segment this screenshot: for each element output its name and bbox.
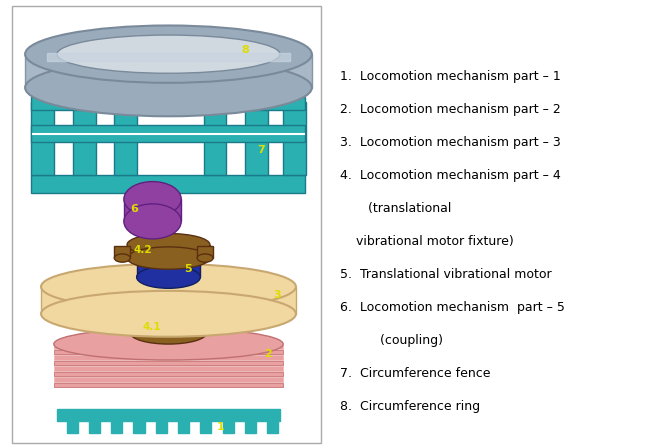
Ellipse shape: [25, 59, 312, 116]
Ellipse shape: [130, 322, 207, 344]
Text: 5.  Translational vibrational motor: 5. Translational vibrational motor: [340, 268, 552, 281]
Text: 3: 3: [273, 290, 281, 300]
Bar: [57, 409, 280, 421]
Bar: [245, 102, 268, 175]
Text: (translational: (translational: [340, 202, 452, 215]
Text: (coupling): (coupling): [340, 334, 443, 347]
Text: 5: 5: [185, 264, 192, 274]
Bar: [124, 199, 181, 221]
Ellipse shape: [137, 248, 200, 271]
Bar: [283, 102, 306, 175]
Bar: [54, 361, 283, 365]
Text: 6: 6: [130, 204, 138, 214]
Bar: [25, 54, 312, 87]
Text: 1: 1: [216, 422, 224, 432]
Text: 4.  Locomotion mechanism part – 4: 4. Locomotion mechanism part – 4: [340, 169, 561, 182]
Bar: [156, 418, 167, 433]
Text: 7: 7: [258, 145, 266, 155]
Bar: [200, 418, 211, 433]
Text: 2: 2: [264, 349, 272, 359]
Ellipse shape: [127, 247, 210, 269]
Ellipse shape: [124, 204, 181, 239]
Bar: [54, 372, 283, 376]
Text: 2.  Locomotion mechanism part – 2: 2. Locomotion mechanism part – 2: [340, 103, 561, 116]
Bar: [133, 418, 145, 433]
Text: 7.  Circumference fence: 7. Circumference fence: [340, 367, 491, 380]
Bar: [203, 102, 226, 175]
Text: 3.  Locomotion mechanism part – 3: 3. Locomotion mechanism part – 3: [340, 136, 561, 149]
Text: 4.2: 4.2: [133, 245, 152, 255]
Bar: [54, 366, 283, 371]
Bar: [150, 315, 187, 333]
Text: 4.1: 4.1: [143, 322, 161, 332]
Ellipse shape: [57, 35, 280, 73]
FancyBboxPatch shape: [12, 6, 321, 443]
Bar: [111, 418, 122, 433]
Ellipse shape: [41, 264, 296, 310]
Ellipse shape: [114, 254, 130, 262]
Bar: [114, 246, 130, 258]
Text: 6.  Locomotion mechanism  part – 5: 6. Locomotion mechanism part – 5: [340, 301, 565, 314]
Bar: [32, 125, 305, 142]
Ellipse shape: [124, 182, 181, 217]
Bar: [67, 418, 78, 433]
Text: vibrational motor fixture): vibrational motor fixture): [340, 235, 514, 248]
Bar: [267, 418, 279, 433]
Text: 8: 8: [242, 45, 249, 54]
Text: 1.  Locomotion mechanism part – 1: 1. Locomotion mechanism part – 1: [340, 70, 561, 83]
Bar: [47, 53, 290, 61]
Bar: [223, 418, 234, 433]
Bar: [32, 96, 305, 110]
Ellipse shape: [127, 234, 210, 256]
Ellipse shape: [137, 266, 200, 288]
Bar: [89, 418, 100, 433]
Bar: [137, 260, 200, 277]
Bar: [127, 245, 210, 258]
Ellipse shape: [130, 304, 207, 326]
Ellipse shape: [54, 328, 283, 360]
Bar: [54, 350, 283, 354]
Bar: [54, 355, 283, 360]
Bar: [54, 377, 283, 382]
Bar: [197, 246, 213, 258]
Bar: [245, 418, 256, 433]
Bar: [54, 344, 283, 349]
Bar: [178, 418, 189, 433]
Bar: [54, 383, 283, 387]
Ellipse shape: [41, 291, 296, 337]
Bar: [73, 102, 96, 175]
Ellipse shape: [197, 254, 213, 262]
Ellipse shape: [25, 25, 312, 83]
Text: 8.  Circumference ring: 8. Circumference ring: [340, 400, 480, 413]
Bar: [114, 102, 137, 175]
Bar: [41, 287, 296, 314]
Bar: [32, 102, 54, 175]
Bar: [32, 175, 305, 193]
